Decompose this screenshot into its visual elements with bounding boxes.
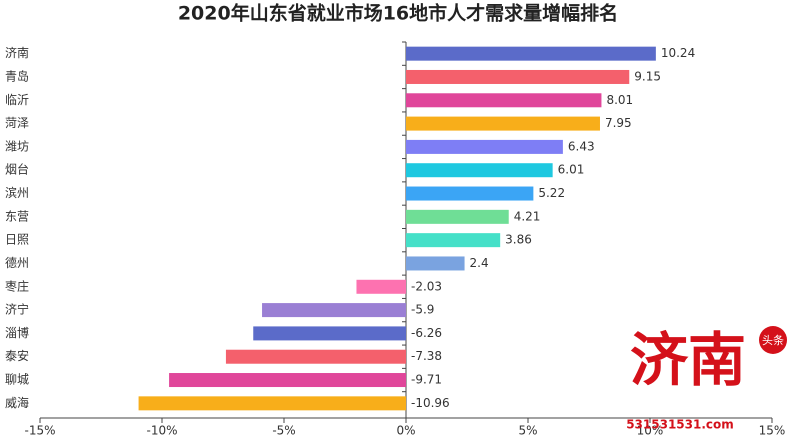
bar [406,209,509,224]
bar [225,349,406,364]
data-label: 8.01 [606,93,633,107]
y-tick-label: 烟台 [5,162,29,177]
watermark-url: 531531531.com [626,418,734,432]
watermark: 济南 [630,326,746,394]
y-tick-label: 威海 [5,395,29,410]
y-tick-label: 菏泽 [5,116,29,130]
data-label: 7.95 [605,116,632,130]
data-label: 4.21 [514,209,541,223]
data-label: 5.22 [538,186,565,200]
data-label: -10.96 [411,396,450,410]
y-tick-label: 潍坊 [5,138,29,153]
y-tick-label: 德州 [5,255,29,270]
y-tick-label: 枣庄 [5,278,29,293]
bar [406,256,465,271]
data-label: -5.9 [411,303,434,317]
data-label: -9.71 [411,373,442,387]
data-label: 6.01 [558,163,585,177]
x-tick-label: 10% [637,424,664,438]
watermark-badge [759,326,787,354]
y-tick-label: 济宁 [5,302,29,317]
bar [262,303,406,318]
x-tick-label: 15% [759,424,786,438]
bar [406,93,602,108]
y-tick-label: 滨州 [5,185,29,200]
bar [169,373,406,388]
bar [406,163,553,178]
bar [356,279,406,294]
y-tick-label: 聊城 [5,373,29,387]
data-label: 2.4 [470,256,489,270]
watermark-badge-text: 头条 [762,333,784,347]
x-tick-label: -5% [272,424,295,438]
x-tick-label: 0% [396,424,415,438]
y-tick-label: 临沂 [5,93,29,107]
y-tick-label: 泰安 [5,348,29,363]
bar [253,326,406,341]
data-label: -7.38 [411,349,442,363]
data-label: -2.03 [411,279,442,293]
bar [406,233,501,248]
y-tick-label: 东营 [5,209,29,223]
y-tick-label: 日照 [5,233,29,247]
bar [406,46,656,61]
x-tick-label: -15% [24,424,55,438]
bar [406,69,630,84]
data-label: 3.86 [505,233,532,247]
x-tick-label: -10% [146,424,177,438]
data-label: 9.15 [634,69,661,83]
chart-title: 2020年山东省就业市场16地市人才需求量增幅排名 [178,2,618,25]
bar [406,186,534,201]
data-label: 10.24 [661,46,695,60]
bar [406,139,563,154]
bar [406,116,600,131]
data-label: -6.26 [411,326,442,340]
bar [138,396,407,411]
y-tick-label: 济南 [5,45,29,60]
data-label: 6.43 [568,139,595,153]
y-tick-label: 青岛 [5,68,29,83]
x-tick-label: 5% [518,424,537,438]
y-tick-label: 淄博 [5,325,29,340]
